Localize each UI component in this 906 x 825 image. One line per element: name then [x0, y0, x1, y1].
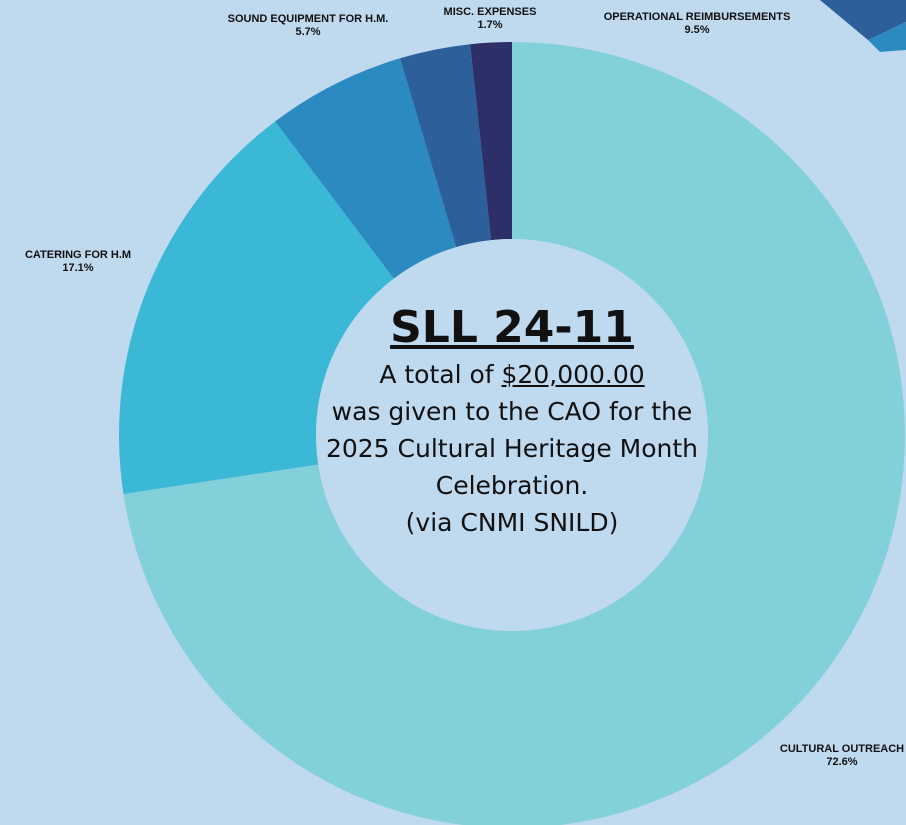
page: CULTURAL OUTREACH72.6% CATERING FOR H.M17…: [0, 0, 906, 825]
segment-value-label: 5.7%: [295, 26, 320, 38]
center-note: SLL 24-11 A total of $20,000.00 was give…: [322, 300, 702, 541]
center-amount: $20,000.00: [502, 360, 645, 389]
center-title: SLL 24-11: [322, 300, 702, 356]
segment-value-label: 1.7%: [477, 19, 502, 31]
segment-label: CULTURAL OUTREACH: [780, 743, 904, 755]
center-text: A total of: [379, 360, 501, 389]
segment-label: CATERING FOR H.M: [25, 249, 131, 261]
segment-label: MISC. EXPENSES: [444, 6, 537, 18]
center-text: (via CNMI SNILD): [406, 508, 619, 537]
annotation-value-label: 9.5%: [684, 24, 709, 36]
segment-value-label: 17.1%: [62, 262, 93, 274]
partial-chart-decoration: [820, 0, 906, 52]
segment-value-label: 72.6%: [826, 756, 857, 768]
annotation-label: OPERATIONAL REIMBURSEMENTS: [604, 11, 791, 23]
segment-label: SOUND EQUIPMENT FOR H.M.: [228, 13, 389, 25]
center-text: was given to the CAO for the 2025 Cultur…: [326, 397, 698, 500]
